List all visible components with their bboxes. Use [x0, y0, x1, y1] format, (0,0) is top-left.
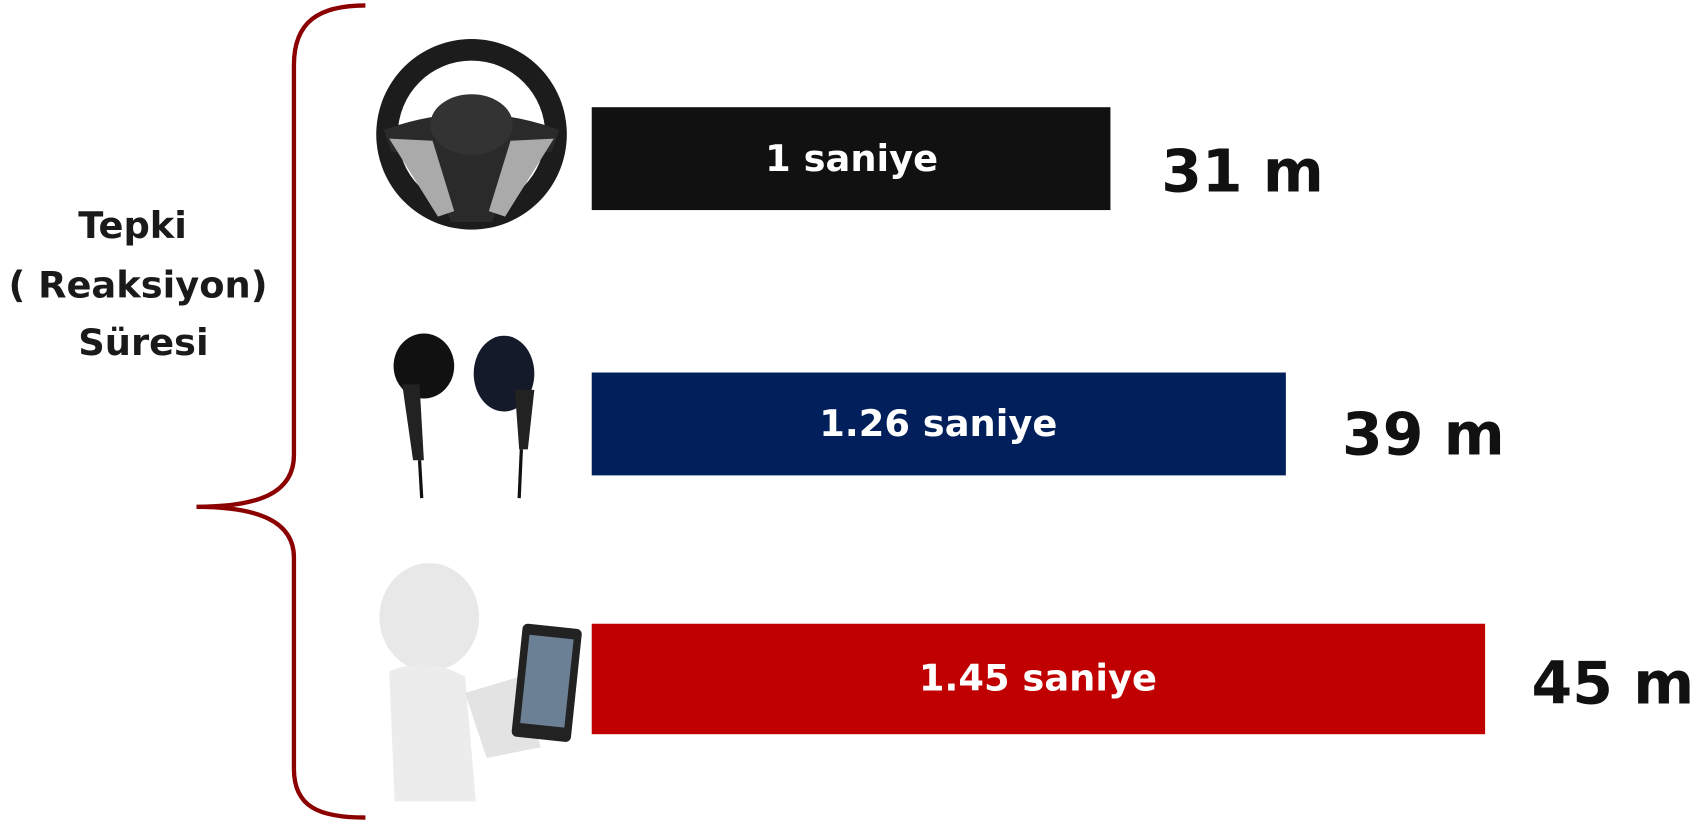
time-label: 1.45 saniye [919, 657, 1157, 700]
label-line: ( Reaksiyon) [8, 263, 267, 306]
label-line: Süresi [78, 321, 208, 364]
distance-label: 45 m [1532, 650, 1695, 718]
person-tablet-icon [379, 563, 582, 801]
infographic: Tepki ( Reaksiyon) Süresi 1 saniye 31 m … [0, 0, 1700, 823]
earphones-icon [394, 334, 535, 499]
time-label: 1 saniye [765, 137, 938, 180]
steering-wheel-icon [376, 39, 567, 230]
label-line: Tepki [78, 204, 187, 247]
brace [196, 5, 365, 817]
time-label: 1.26 saniye [819, 402, 1057, 445]
distance-label: 31 m [1161, 138, 1324, 206]
distance-label: 39 m [1342, 401, 1505, 469]
